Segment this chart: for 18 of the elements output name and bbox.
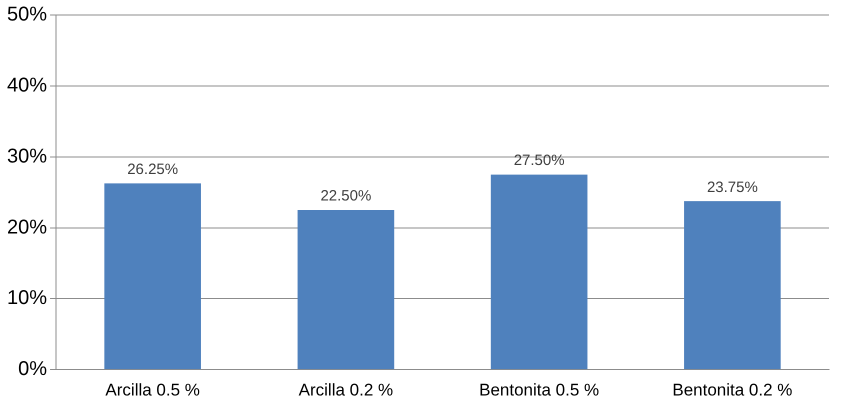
data-label: 23.75% [706, 178, 758, 196]
y-tick-label: 0% [18, 358, 48, 380]
data-label: 22.50% [320, 188, 372, 205]
x-tick-label: Arcilla 0.5 % [105, 380, 200, 400]
y-tick-label: 30% [7, 145, 48, 168]
bar [490, 174, 588, 370]
x-tick-label: Arcilla 0.2 % [298, 380, 394, 400]
bar [684, 201, 781, 370]
x-tick-label: Bentonita 0.5 % [479, 380, 600, 400]
y-tick-label: 40% [7, 74, 48, 96]
y-tick-label: 10% [7, 287, 48, 310]
bar [104, 183, 201, 370]
y-tick-label: 20% [7, 216, 48, 238]
bar [298, 210, 394, 370]
data-label: 27.50% [514, 152, 565, 170]
data-label: 26.25% [127, 161, 178, 178]
y-tick-label: 50% [7, 4, 48, 26]
x-tick-label: Bentonita 0.2 % [672, 380, 792, 400]
